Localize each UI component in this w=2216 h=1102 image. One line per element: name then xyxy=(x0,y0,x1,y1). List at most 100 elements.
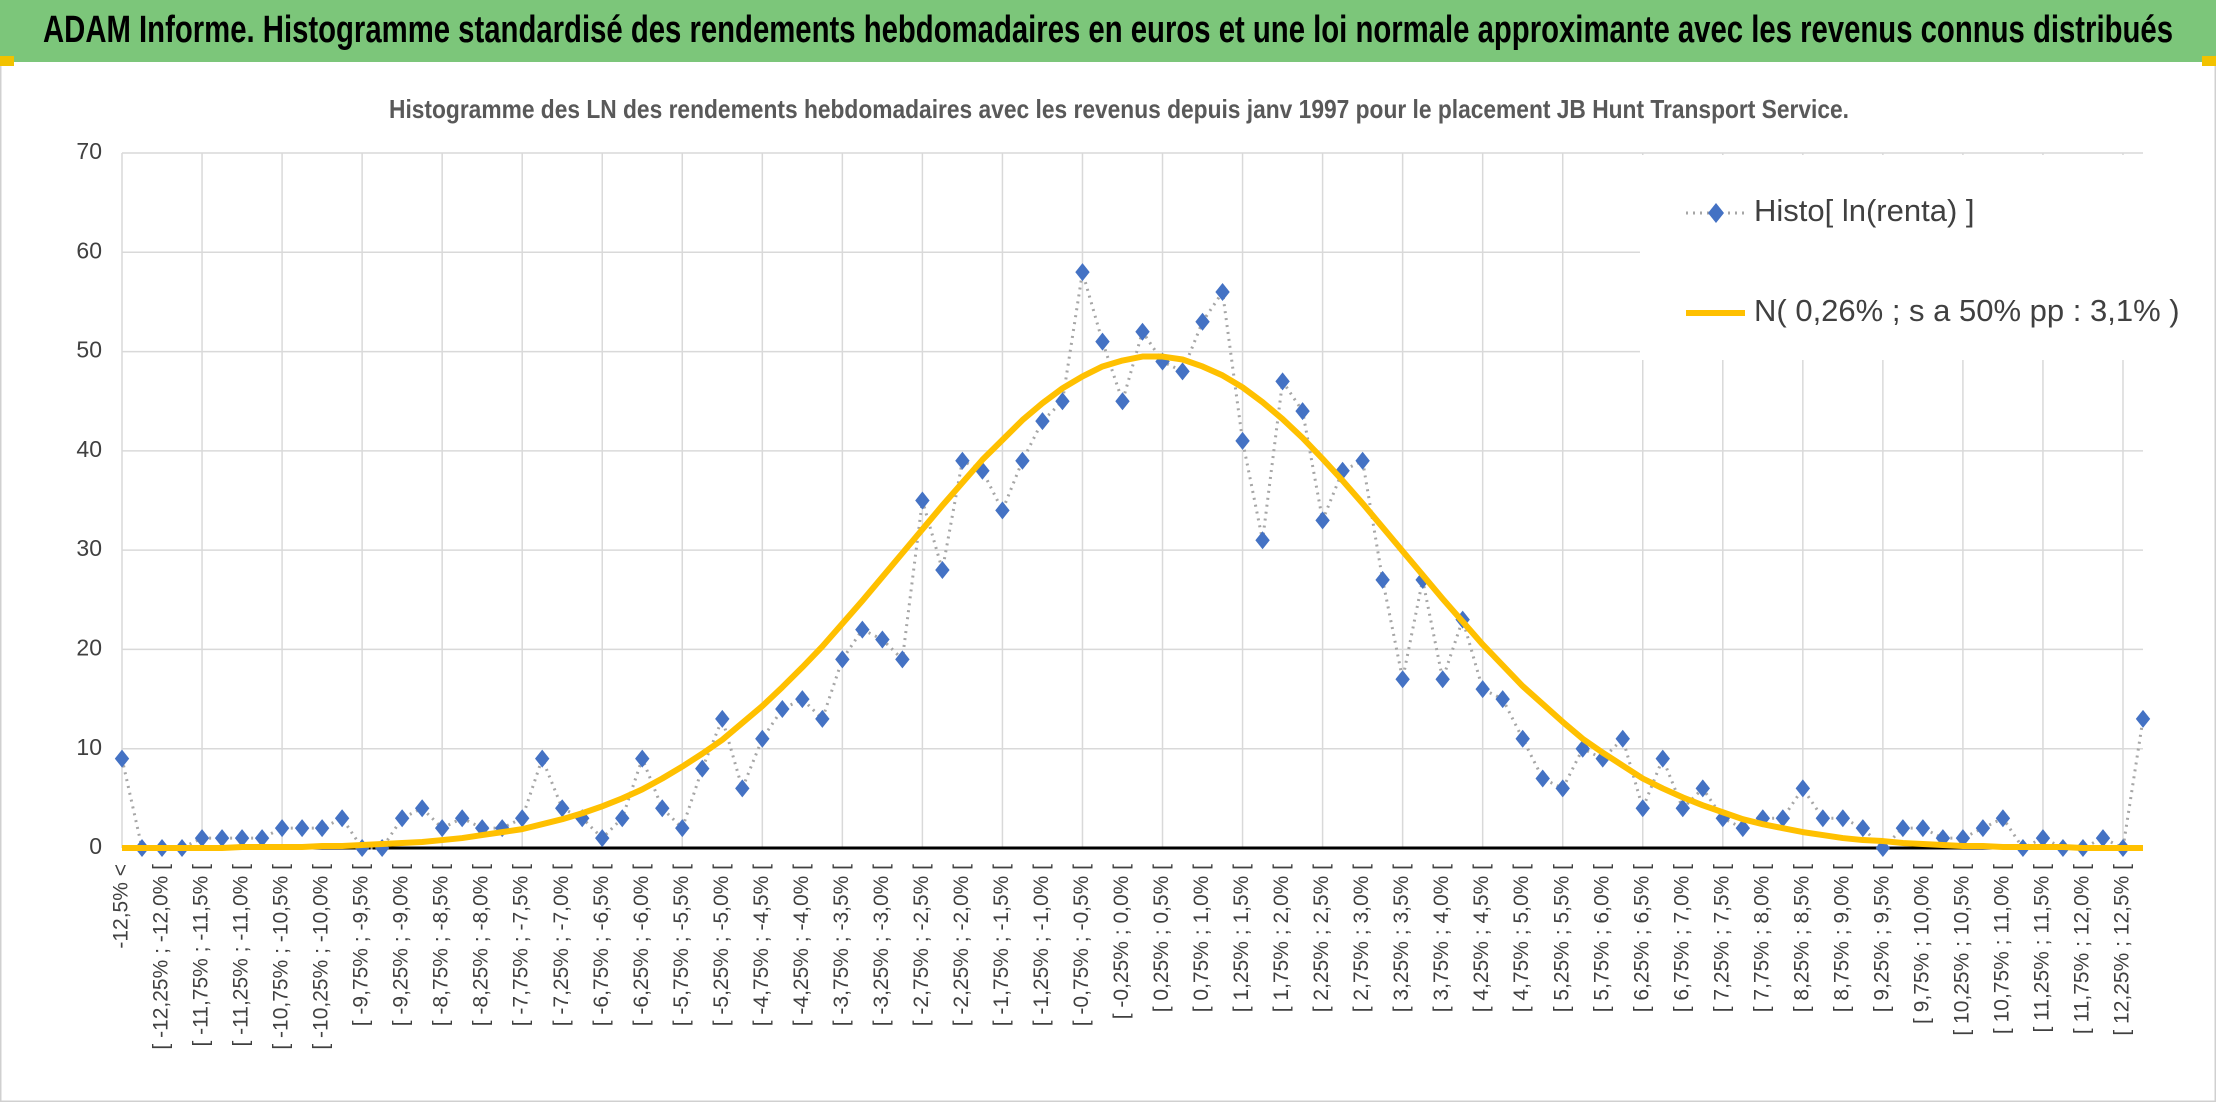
x-tick-label: [ 9,75% ; 10,0% [ xyxy=(1910,864,1933,1024)
marker xyxy=(1955,829,1971,848)
marker xyxy=(274,819,290,838)
x-tick-label: [ -0,25% ; 0,0% [ xyxy=(1110,864,1133,1019)
marker xyxy=(1175,362,1190,381)
marker xyxy=(454,809,470,828)
marker xyxy=(1855,819,1871,838)
corner xyxy=(0,56,14,66)
y-tick-label: 70 xyxy=(76,138,102,164)
marker xyxy=(1795,779,1811,798)
x-tick-label: [ 8,25% ; 8,5% [ xyxy=(1790,864,1813,1012)
x-tick-label: [ 0,25% ; 0,5% [ xyxy=(1150,864,1173,1012)
marker xyxy=(1435,670,1450,689)
marker xyxy=(1835,809,1851,828)
x-tick-label: [ -1,75% ; -1,5% [ xyxy=(990,864,1013,1026)
x-tick-label: [ -5,75% ; -5,5% [ xyxy=(670,864,693,1026)
marker xyxy=(1075,263,1090,282)
x-tick-label: [ -12,25% ; -12,0% [ xyxy=(150,864,173,1050)
marker xyxy=(1735,819,1751,838)
marker xyxy=(254,829,270,848)
marker xyxy=(1295,402,1310,421)
marker xyxy=(615,809,630,828)
marker xyxy=(414,799,430,818)
x-tick-label: [ 4,25% ; 4,5% [ xyxy=(1470,864,1493,1012)
marker xyxy=(1975,819,1991,838)
marker xyxy=(2135,709,2151,728)
legend-box xyxy=(1640,155,2176,360)
marker xyxy=(1195,312,1210,331)
x-tick-label: [ -4,75% ; -4,5% [ xyxy=(750,864,773,1026)
marker xyxy=(795,690,810,709)
marker xyxy=(695,759,710,778)
x-tick-label: [ 6,25% ; 6,5% [ xyxy=(1630,864,1653,1012)
marker xyxy=(535,749,550,768)
marker xyxy=(194,829,210,848)
marker xyxy=(314,819,330,838)
marker xyxy=(855,620,870,639)
marker xyxy=(214,829,230,848)
marker xyxy=(1775,809,1791,828)
marker xyxy=(655,799,670,818)
marker xyxy=(1375,570,1390,589)
x-tick-label: [ -7,75% ; -7,5% [ xyxy=(510,864,533,1026)
marker xyxy=(2095,829,2111,848)
marker xyxy=(114,749,130,768)
x-tick-label: [ -9,75% ; -9,5% [ xyxy=(350,864,373,1026)
x-tick-label: [ -10,75% ; -10,5% [ xyxy=(270,864,293,1050)
x-tick-label: [ 7,75% ; 8,0% [ xyxy=(1750,864,1773,1012)
x-tick-label: [ -1,25% ; -1,0% [ xyxy=(1030,864,1053,1026)
marker xyxy=(1495,690,1510,709)
marker xyxy=(1035,412,1050,431)
marker xyxy=(2035,829,2051,848)
marker xyxy=(234,829,250,848)
marker xyxy=(1815,809,1831,828)
marker xyxy=(1235,431,1250,450)
x-tick-label: [ 10,75% ; 11,0% [ xyxy=(1990,864,2013,1034)
legend-marker xyxy=(1708,203,1724,223)
marker xyxy=(294,819,310,838)
x-tick-label: [ 8,75% ; 9,0% [ xyxy=(1830,864,1853,1012)
x-tick-label: [ -7,25% ; -7,0% [ xyxy=(550,864,573,1026)
marker xyxy=(635,749,650,768)
marker xyxy=(334,809,350,828)
marker xyxy=(735,779,750,798)
x-tick-label: [ 6,75% ; 7,0% [ xyxy=(1670,864,1693,1012)
y-tick-label: 10 xyxy=(76,734,102,760)
x-tick-label: [ 0,75% ; 1,0% [ xyxy=(1190,864,1213,1012)
x-tick-label: [ 3,25% ; 3,5% [ xyxy=(1390,864,1413,1012)
x-tick-label: [ -8,25% ; -8,0% [ xyxy=(470,864,493,1026)
corner xyxy=(2202,56,2216,66)
marker xyxy=(1515,729,1530,748)
marker xyxy=(895,650,910,669)
x-tick-label: [ -5,25% ; -5,0% [ xyxy=(710,864,733,1026)
marker xyxy=(1615,729,1630,748)
x-tick-label: -12,5% < xyxy=(110,864,133,949)
x-tick-label: [ -8,75% ; -8,5% [ xyxy=(430,864,453,1026)
x-tick-label: [ 1,25% ; 1,5% [ xyxy=(1230,864,1253,1012)
marker xyxy=(1135,322,1150,341)
x-tick-label: [ 2,75% ; 3,0% [ xyxy=(1350,864,1373,1012)
marker xyxy=(755,729,770,748)
marker xyxy=(1675,799,1690,818)
marker xyxy=(434,819,450,838)
x-tick-label: [ 5,25% ; 5,5% [ xyxy=(1550,864,1573,1012)
marker xyxy=(1635,799,1650,818)
marker xyxy=(835,650,850,669)
marker xyxy=(675,819,690,838)
x-tick-label: [ 7,25% ; 7,5% [ xyxy=(1710,864,1733,1012)
y-tick-label: 30 xyxy=(76,535,102,561)
marker xyxy=(1015,451,1030,470)
x-tick-label: [ 12,25% ; 12,5% [ xyxy=(2111,864,2134,1036)
marker xyxy=(1475,680,1490,699)
marker xyxy=(875,630,890,649)
marker xyxy=(1535,769,1550,788)
x-tick-label: [ -2,75% ; -2,5% [ xyxy=(910,864,933,1026)
x-tick-label: [ -11,25% ; -11,0% [ xyxy=(230,864,253,1047)
x-tick-label: [ 9,25% ; 9,5% [ xyxy=(1870,864,1893,1012)
x-tick-label: [ -6,25% ; -6,0% [ xyxy=(630,864,653,1026)
legend-label: N( 0,26% ; s a 50% pp : 3,1% ) xyxy=(1754,293,2180,328)
marker xyxy=(1275,372,1290,391)
x-tick-label: [ -4,25% ; -4,0% [ xyxy=(790,864,813,1026)
marker xyxy=(995,501,1010,520)
